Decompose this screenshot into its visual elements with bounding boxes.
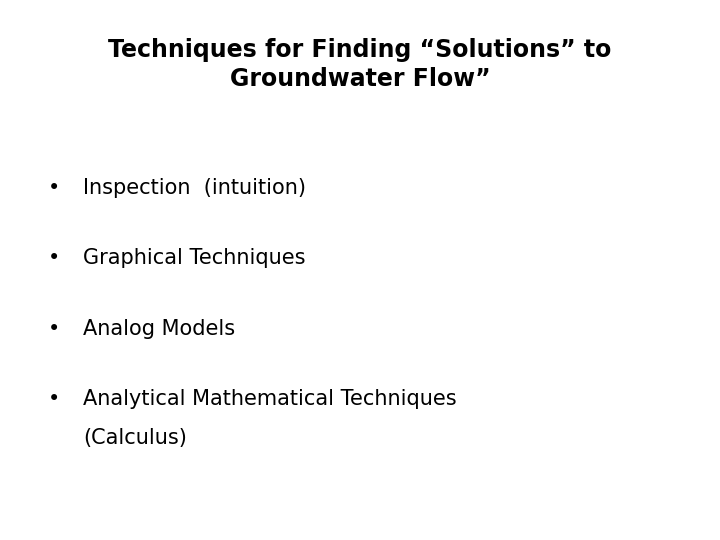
Text: Analog Models: Analog Models: [83, 319, 235, 339]
Text: (Calculus): (Calculus): [83, 428, 186, 448]
Text: •: •: [48, 248, 60, 268]
Text: •: •: [48, 389, 60, 409]
Text: Techniques for Finding “Solutions” to
Groundwater Flow”: Techniques for Finding “Solutions” to Gr…: [108, 38, 612, 91]
Text: •: •: [48, 319, 60, 339]
Text: •: •: [48, 178, 60, 198]
Text: Inspection  (intuition): Inspection (intuition): [83, 178, 306, 198]
Text: Analytical Mathematical Techniques: Analytical Mathematical Techniques: [83, 389, 456, 409]
Text: Graphical Techniques: Graphical Techniques: [83, 248, 305, 268]
